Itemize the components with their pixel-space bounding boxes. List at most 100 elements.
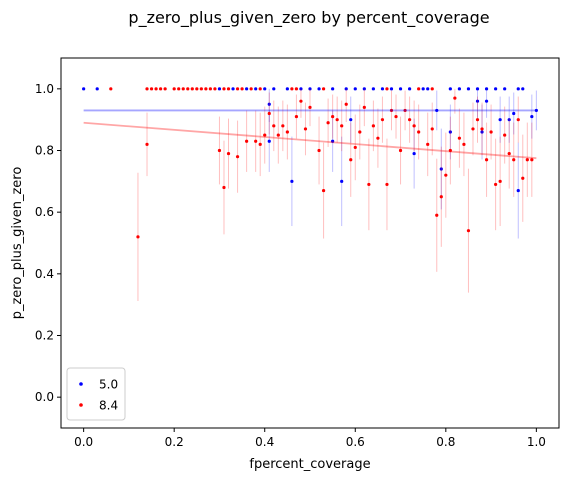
data-point [222, 87, 226, 91]
data-point [321, 87, 326, 91]
data-point [181, 87, 185, 91]
data-point [489, 130, 493, 134]
plot-frame [60, 57, 560, 429]
data-point [421, 87, 425, 91]
data-point [435, 213, 439, 217]
data-point [145, 142, 149, 146]
data-point [448, 130, 452, 134]
x-tick-label: 1.0 [527, 435, 546, 449]
data-point [498, 118, 502, 122]
data-point [335, 118, 339, 122]
data-point [317, 148, 321, 153]
data-point [249, 87, 253, 91]
data-point [344, 87, 348, 91]
data-point [222, 185, 226, 190]
data-point [258, 87, 262, 91]
legend-label: 5.0 [99, 378, 118, 392]
data-point [385, 87, 389, 91]
data-point [516, 87, 520, 91]
data-point [358, 130, 362, 134]
data-point [172, 87, 176, 91]
data-point [484, 158, 489, 162]
data-point [317, 87, 321, 91]
data-point [507, 151, 511, 156]
data-point [512, 111, 516, 116]
data-point [340, 179, 344, 183]
data-point [285, 87, 289, 91]
data-point [484, 87, 489, 91]
data-point [457, 87, 461, 91]
data-point [498, 179, 502, 183]
data-point [240, 87, 244, 91]
data-point [462, 142, 466, 146]
x-tick-label: 0.0 [74, 435, 93, 449]
data-point [308, 105, 312, 109]
data-point [109, 87, 113, 91]
data-point [408, 118, 412, 122]
data-point [367, 182, 371, 187]
data-point [466, 87, 471, 91]
trend-line-8-4 [83, 121, 537, 160]
y-tick-label: 1.0 [35, 82, 54, 96]
data-point [448, 148, 452, 153]
y-axis-label: p_zero_plus_given_zero [10, 167, 25, 320]
data-point [525, 158, 529, 162]
data-point [398, 87, 403, 91]
data-point [512, 158, 516, 162]
data-point [475, 87, 480, 91]
data-point [503, 87, 507, 91]
data-point [217, 148, 222, 153]
data-point [385, 182, 389, 187]
x-tick-label: 0.2 [165, 435, 184, 449]
data-point [417, 87, 421, 91]
data-point [430, 127, 434, 131]
data-point [484, 99, 489, 103]
legend: 5.0 8.4 [66, 367, 126, 421]
data-point [159, 87, 163, 91]
data-point [516, 188, 520, 193]
x-tick-label: 0.8 [436, 435, 455, 449]
data-point [154, 87, 158, 91]
x-tick-label: 0.4 [255, 435, 274, 449]
data-point [326, 121, 330, 125]
data-point [398, 148, 403, 153]
data-point [471, 127, 475, 131]
data-point [136, 235, 140, 239]
y-tick-label: 0.2 [35, 329, 54, 343]
data-point [457, 136, 461, 140]
data-point [331, 139, 335, 143]
data-point [448, 87, 452, 91]
data-point [503, 133, 507, 137]
data-point [190, 87, 194, 91]
data-point [82, 87, 86, 91]
data-point [208, 87, 212, 91]
data-point [475, 99, 480, 103]
data-point [331, 87, 335, 91]
data-point [389, 108, 394, 113]
data-point [145, 87, 149, 91]
data-point [235, 87, 240, 91]
data-point [516, 118, 520, 122]
data-point [217, 87, 222, 91]
data-point [199, 87, 203, 91]
data-point [263, 87, 267, 91]
y-tick-label: 0.8 [35, 144, 54, 158]
data-point [285, 130, 289, 134]
data-point [389, 87, 394, 91]
data-point [340, 124, 344, 128]
data-point [321, 188, 326, 193]
data-point [494, 87, 498, 91]
data-point [426, 87, 430, 91]
data-point [186, 87, 190, 91]
data-point [349, 158, 353, 162]
data-point [267, 102, 271, 106]
data-point [530, 114, 534, 119]
x-tick-label: 0.6 [346, 435, 365, 449]
data-point [245, 87, 249, 91]
legend-box [66, 367, 126, 421]
data-point [453, 96, 457, 100]
y-tick-label: 0.6 [35, 205, 54, 219]
data-point [417, 130, 421, 134]
data-point [213, 87, 217, 91]
